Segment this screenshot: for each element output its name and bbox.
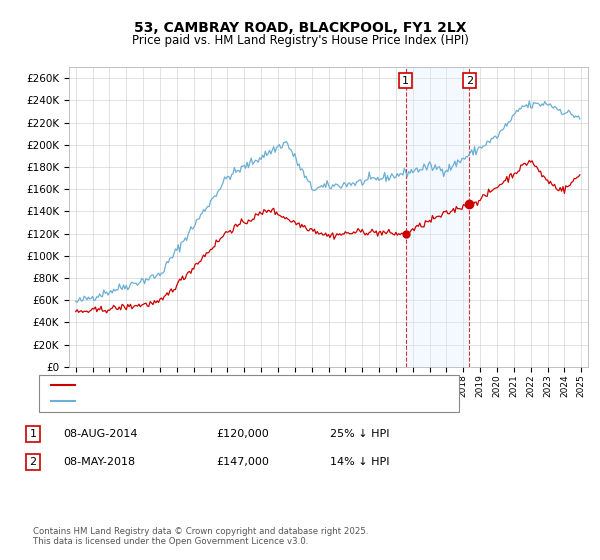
Text: 53, CAMBRAY ROAD, BLACKPOOL, FY1 2LX: 53, CAMBRAY ROAD, BLACKPOOL, FY1 2LX bbox=[134, 21, 466, 35]
Text: Price paid vs. HM Land Registry's House Price Index (HPI): Price paid vs. HM Land Registry's House … bbox=[131, 34, 469, 46]
Text: 14% ↓ HPI: 14% ↓ HPI bbox=[330, 457, 389, 467]
Text: 25% ↓ HPI: 25% ↓ HPI bbox=[330, 429, 389, 439]
Text: 2: 2 bbox=[29, 457, 37, 467]
Text: 2: 2 bbox=[466, 76, 473, 86]
Text: 1: 1 bbox=[29, 429, 37, 439]
Text: 1: 1 bbox=[402, 76, 409, 86]
Bar bbox=[406, 67, 469, 367]
Text: 53, CAMBRAY ROAD, BLACKPOOL, FY1 2LX (detached house): 53, CAMBRAY ROAD, BLACKPOOL, FY1 2LX (de… bbox=[81, 380, 397, 390]
Text: £147,000: £147,000 bbox=[216, 457, 269, 467]
Text: £120,000: £120,000 bbox=[216, 429, 269, 439]
Text: HPI: Average price, detached house, Blackpool: HPI: Average price, detached house, Blac… bbox=[81, 396, 325, 407]
Text: 08-AUG-2014: 08-AUG-2014 bbox=[63, 429, 137, 439]
Text: 08-MAY-2018: 08-MAY-2018 bbox=[63, 457, 135, 467]
Text: Contains HM Land Registry data © Crown copyright and database right 2025.
This d: Contains HM Land Registry data © Crown c… bbox=[33, 526, 368, 546]
